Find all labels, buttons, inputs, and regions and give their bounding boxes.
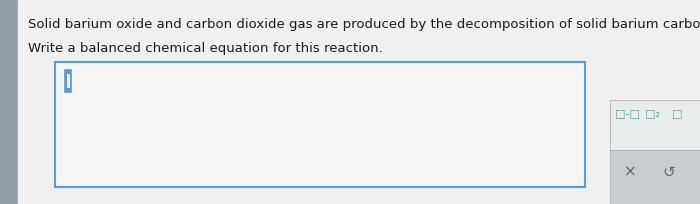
Text: □: □ xyxy=(672,108,682,118)
Bar xyxy=(610,150,700,204)
Text: ×: × xyxy=(624,164,637,180)
Text: □₂: □₂ xyxy=(645,108,660,118)
Bar xyxy=(0,0,18,204)
Text: Solid barium oxide and carbon dioxide gas are produced by the decomposition of s: Solid barium oxide and carbon dioxide ga… xyxy=(28,18,700,31)
Bar xyxy=(55,62,585,187)
Text: □-□: □-□ xyxy=(615,108,640,118)
Bar xyxy=(66,74,69,88)
Bar xyxy=(65,70,71,92)
Text: Write a balanced chemical equation for this reaction.: Write a balanced chemical equation for t… xyxy=(28,42,383,55)
Text: ↺: ↺ xyxy=(662,164,675,180)
Bar xyxy=(610,100,700,150)
